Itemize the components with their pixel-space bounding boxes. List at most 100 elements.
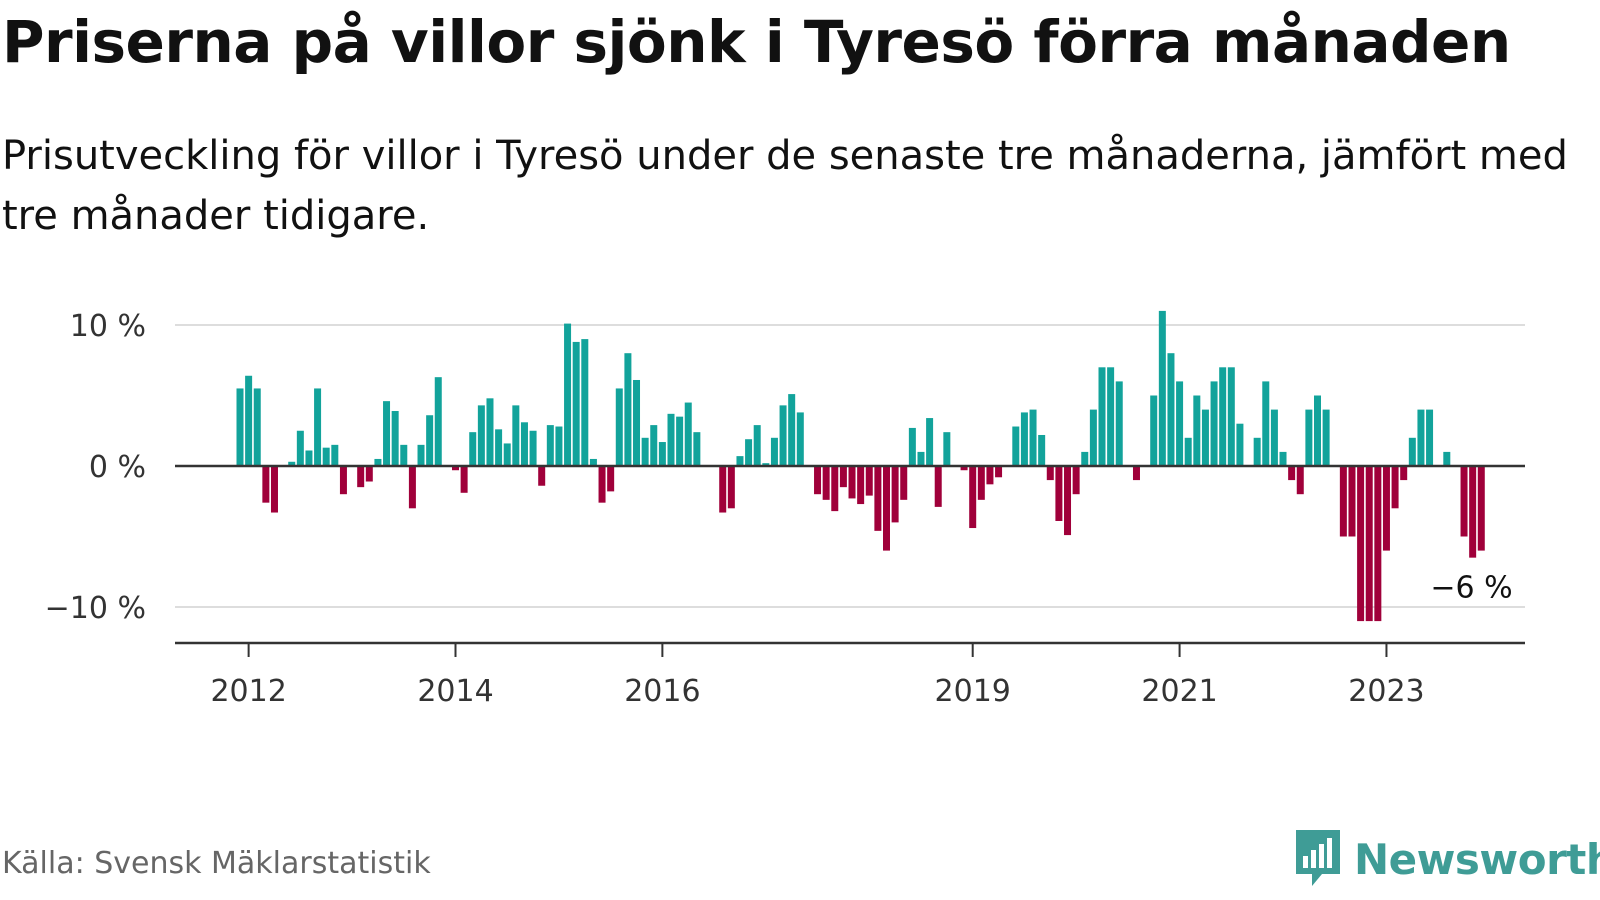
bar [1417, 409, 1425, 466]
bar [469, 432, 477, 466]
bar [727, 466, 735, 509]
bar [745, 439, 753, 466]
bar [1098, 367, 1106, 466]
bar [357, 466, 365, 488]
bar [520, 422, 528, 466]
bar [1357, 466, 1365, 622]
bar [1477, 466, 1485, 551]
bar [1236, 423, 1244, 466]
bar [822, 466, 830, 500]
bar [934, 466, 942, 507]
y-tick-label: −10 % [45, 591, 146, 626]
newsworthy-logo[interactable]: Newsworthy [1292, 824, 1600, 894]
bar [1339, 466, 1347, 537]
gridlines [175, 324, 1525, 608]
bar [417, 444, 425, 466]
bar [1132, 466, 1140, 481]
bar [408, 466, 416, 509]
bar [1227, 367, 1235, 466]
bar [1288, 466, 1296, 481]
x-tick-label: 2014 [417, 674, 493, 709]
bar [529, 430, 537, 466]
bar [839, 466, 847, 488]
bar [288, 461, 296, 466]
bar [1046, 466, 1054, 481]
bar [1167, 353, 1175, 466]
bar [1012, 426, 1020, 466]
bar [236, 388, 244, 466]
bar [960, 466, 968, 471]
y-tick-label: 10 % [70, 309, 146, 344]
bar [538, 466, 546, 486]
bar [1270, 409, 1278, 466]
bar [1374, 466, 1382, 622]
bar [1262, 381, 1270, 466]
bar [684, 402, 692, 466]
bar [641, 437, 649, 466]
bar [615, 388, 623, 466]
source-note: Källa: Svensk Mäklarstatistik [2, 846, 431, 881]
bar [779, 405, 787, 466]
bar [1029, 409, 1037, 466]
bar [650, 425, 658, 466]
bar [908, 427, 916, 466]
bar [1219, 367, 1227, 466]
bar [848, 466, 856, 499]
bar [270, 466, 278, 513]
bar [736, 456, 744, 466]
bar [788, 394, 796, 466]
axes [175, 464, 1525, 657]
bar [969, 466, 977, 529]
bar [452, 466, 459, 471]
bar [400, 444, 408, 466]
chart-title: Priserna på villor sjönk i Tyresö förra … [2, 8, 1511, 76]
bar [426, 415, 434, 466]
last-value-annotation: −6 % [1430, 571, 1512, 606]
bar [1279, 451, 1287, 466]
bar [676, 416, 684, 466]
newsworthy-chart-icon [1296, 830, 1340, 886]
bar [607, 466, 615, 492]
bar [598, 466, 606, 503]
bar [633, 379, 641, 466]
bar [331, 444, 339, 466]
bar [262, 466, 270, 503]
bar [546, 425, 554, 466]
bar [1305, 409, 1313, 466]
bar [831, 466, 839, 512]
x-tick-label: 2016 [624, 674, 700, 709]
bar [1064, 466, 1072, 536]
bar [865, 466, 873, 496]
bar [917, 451, 925, 466]
bar [391, 411, 399, 466]
bar [1365, 466, 1373, 622]
bar [1443, 451, 1451, 466]
bar [1201, 409, 1209, 466]
bar [1150, 395, 1158, 466]
bar [1382, 466, 1390, 551]
bar [503, 443, 511, 466]
bar [891, 466, 899, 523]
bar [624, 353, 632, 466]
bar [1176, 381, 1184, 466]
x-tick-label: 2012 [210, 674, 286, 709]
bar [796, 412, 804, 466]
bar [1391, 466, 1399, 509]
x-tick-label: 2023 [1348, 674, 1424, 709]
bar [1107, 367, 1115, 466]
bar [477, 405, 485, 466]
bar [1400, 466, 1408, 481]
bar [555, 426, 563, 466]
bar [1115, 381, 1123, 466]
bar [986, 466, 994, 485]
bar [245, 375, 253, 466]
bar [486, 398, 494, 466]
bar [926, 418, 934, 466]
bar [762, 463, 770, 466]
bar [339, 466, 347, 495]
bar [365, 466, 373, 482]
bar [564, 323, 572, 466]
bar [383, 401, 391, 466]
bar [253, 388, 261, 466]
bar [857, 466, 865, 505]
